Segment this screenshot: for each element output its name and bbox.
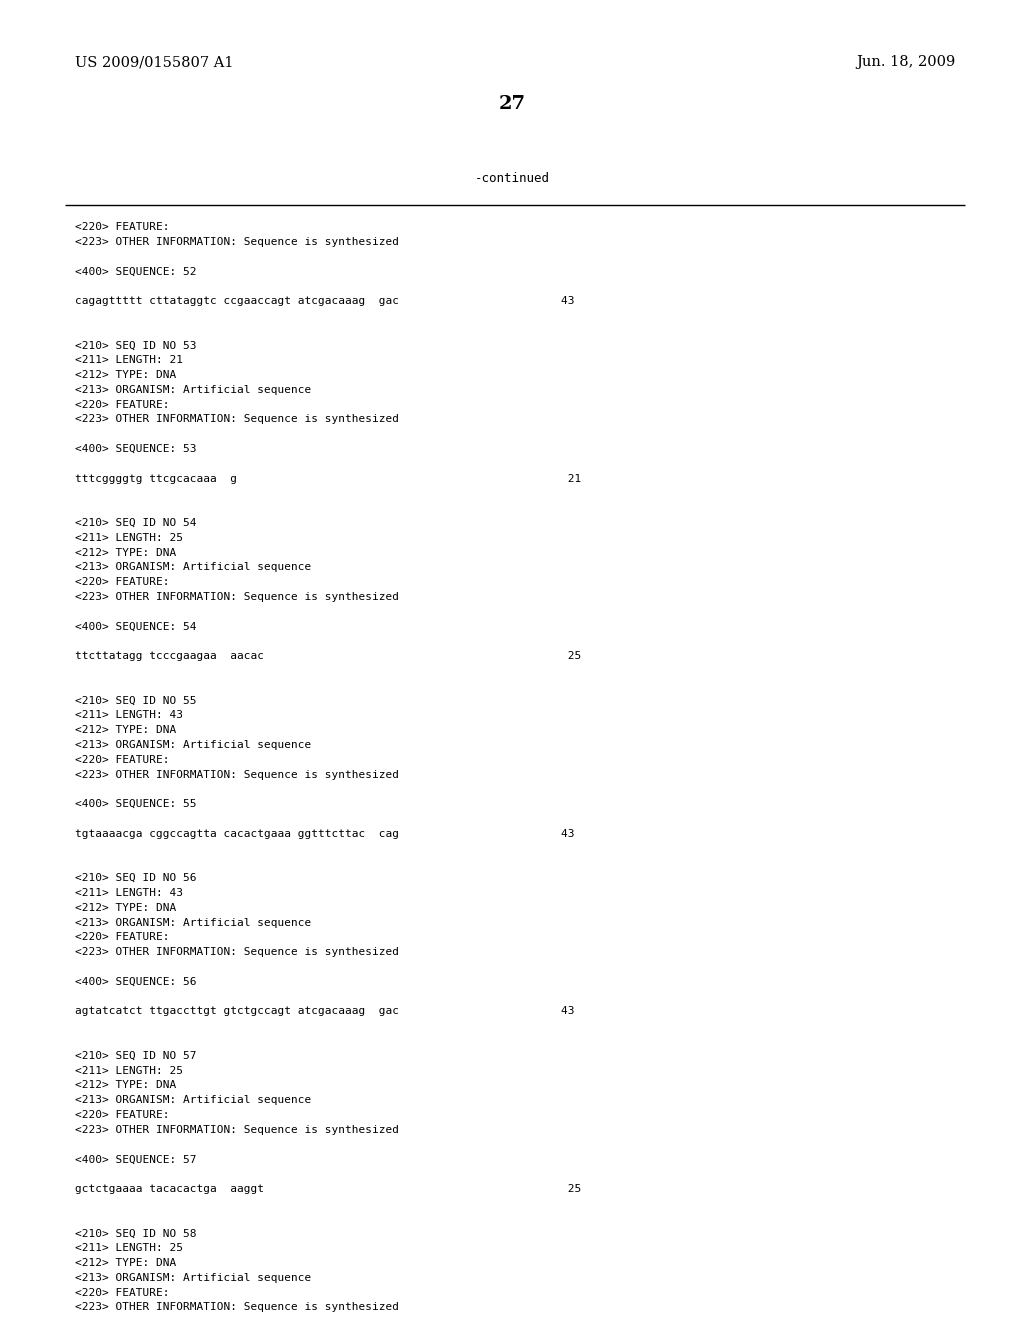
Text: <400> SEQUENCE: 52: <400> SEQUENCE: 52: [75, 267, 197, 276]
Text: <210> SEQ ID NO 58: <210> SEQ ID NO 58: [75, 1229, 197, 1238]
Text: <213> ORGANISM: Artificial sequence: <213> ORGANISM: Artificial sequence: [75, 385, 311, 395]
Text: <211> LENGTH: 25: <211> LENGTH: 25: [75, 1243, 183, 1253]
Text: Jun. 18, 2009: Jun. 18, 2009: [856, 55, 955, 69]
Text: <213> ORGANISM: Artificial sequence: <213> ORGANISM: Artificial sequence: [75, 917, 311, 928]
Text: <212> TYPE: DNA: <212> TYPE: DNA: [75, 548, 176, 557]
Text: <220> FEATURE:: <220> FEATURE:: [75, 400, 170, 409]
Text: tgtaaaacga cggccagtta cacactgaaa ggtttcttac  cag                        43: tgtaaaacga cggccagtta cacactgaaa ggtttct…: [75, 829, 574, 838]
Text: <212> TYPE: DNA: <212> TYPE: DNA: [75, 1080, 176, 1090]
Text: -continued: -continued: [474, 172, 550, 185]
Text: <211> LENGTH: 25: <211> LENGTH: 25: [75, 533, 183, 543]
Text: <400> SEQUENCE: 57: <400> SEQUENCE: 57: [75, 1155, 197, 1164]
Text: tttcggggtg ttcgcacaaa  g                                                 21: tttcggggtg ttcgcacaaa g 21: [75, 474, 582, 483]
Text: <223> OTHER INFORMATION: Sequence is synthesized: <223> OTHER INFORMATION: Sequence is syn…: [75, 948, 399, 957]
Text: <223> OTHER INFORMATION: Sequence is synthesized: <223> OTHER INFORMATION: Sequence is syn…: [75, 591, 399, 602]
Text: <220> FEATURE:: <220> FEATURE:: [75, 1287, 170, 1298]
Text: agtatcatct ttgaccttgt gtctgccagt atcgacaaag  gac                        43: agtatcatct ttgaccttgt gtctgccagt atcgaca…: [75, 1006, 574, 1016]
Text: gctctgaaaa tacacactga  aaggt                                             25: gctctgaaaa tacacactga aaggt 25: [75, 1184, 582, 1195]
Text: <210> SEQ ID NO 57: <210> SEQ ID NO 57: [75, 1051, 197, 1061]
Text: <211> LENGTH: 21: <211> LENGTH: 21: [75, 355, 183, 366]
Text: US 2009/0155807 A1: US 2009/0155807 A1: [75, 55, 233, 69]
Text: <213> ORGANISM: Artificial sequence: <213> ORGANISM: Artificial sequence: [75, 1096, 311, 1105]
Text: <400> SEQUENCE: 56: <400> SEQUENCE: 56: [75, 977, 197, 987]
Text: cagagttttt cttataggtc ccgaaccagt atcgacaaag  gac                        43: cagagttttt cttataggtc ccgaaccagt atcgaca…: [75, 296, 574, 306]
Text: <212> TYPE: DNA: <212> TYPE: DNA: [75, 370, 176, 380]
Text: <220> FEATURE:: <220> FEATURE:: [75, 932, 170, 942]
Text: <220> FEATURE:: <220> FEATURE:: [75, 1110, 170, 1119]
Text: <400> SEQUENCE: 53: <400> SEQUENCE: 53: [75, 444, 197, 454]
Text: <223> OTHER INFORMATION: Sequence is synthesized: <223> OTHER INFORMATION: Sequence is syn…: [75, 236, 399, 247]
Text: ttcttatagg tcccgaagaa  aacac                                             25: ttcttatagg tcccgaagaa aacac 25: [75, 651, 582, 661]
Text: <210> SEQ ID NO 53: <210> SEQ ID NO 53: [75, 341, 197, 350]
Text: <223> OTHER INFORMATION: Sequence is synthesized: <223> OTHER INFORMATION: Sequence is syn…: [75, 770, 399, 780]
Text: <400> SEQUENCE: 55: <400> SEQUENCE: 55: [75, 799, 197, 809]
Text: <220> FEATURE:: <220> FEATURE:: [75, 755, 170, 764]
Text: <220> FEATURE:: <220> FEATURE:: [75, 222, 170, 232]
Text: <213> ORGANISM: Artificial sequence: <213> ORGANISM: Artificial sequence: [75, 562, 311, 573]
Text: <223> OTHER INFORMATION: Sequence is synthesized: <223> OTHER INFORMATION: Sequence is syn…: [75, 1125, 399, 1135]
Text: <210> SEQ ID NO 54: <210> SEQ ID NO 54: [75, 517, 197, 528]
Text: <210> SEQ ID NO 56: <210> SEQ ID NO 56: [75, 874, 197, 883]
Text: <223> OTHER INFORMATION: Sequence is synthesized: <223> OTHER INFORMATION: Sequence is syn…: [75, 414, 399, 425]
Text: <212> TYPE: DNA: <212> TYPE: DNA: [75, 903, 176, 913]
Text: <213> ORGANISM: Artificial sequence: <213> ORGANISM: Artificial sequence: [75, 1272, 311, 1283]
Text: <220> FEATURE:: <220> FEATURE:: [75, 577, 170, 587]
Text: <400> SEQUENCE: 54: <400> SEQUENCE: 54: [75, 622, 197, 631]
Text: <210> SEQ ID NO 55: <210> SEQ ID NO 55: [75, 696, 197, 706]
Text: <211> LENGTH: 25: <211> LENGTH: 25: [75, 1065, 183, 1076]
Text: 27: 27: [499, 95, 525, 114]
Text: <212> TYPE: DNA: <212> TYPE: DNA: [75, 1258, 176, 1269]
Text: <211> LENGTH: 43: <211> LENGTH: 43: [75, 710, 183, 721]
Text: <211> LENGTH: 43: <211> LENGTH: 43: [75, 888, 183, 898]
Text: <212> TYPE: DNA: <212> TYPE: DNA: [75, 725, 176, 735]
Text: <223> OTHER INFORMATION: Sequence is synthesized: <223> OTHER INFORMATION: Sequence is syn…: [75, 1303, 399, 1312]
Text: <213> ORGANISM: Artificial sequence: <213> ORGANISM: Artificial sequence: [75, 741, 311, 750]
